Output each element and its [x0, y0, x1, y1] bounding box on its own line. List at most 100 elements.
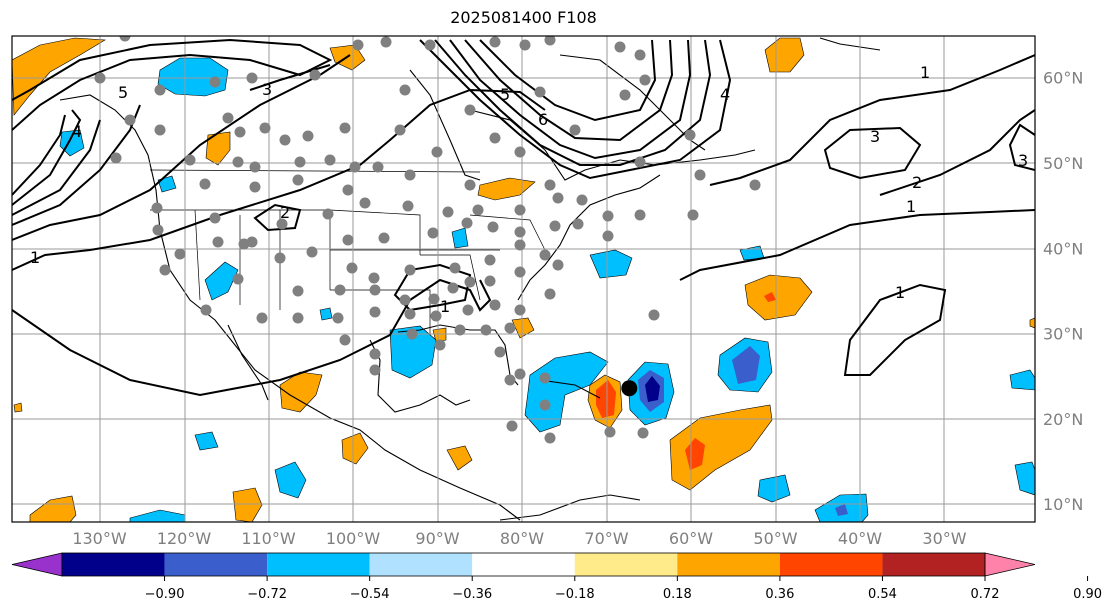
- station-dot: [514, 204, 526, 216]
- colorbar-outline: [61, 552, 986, 577]
- lon-label: 110°W: [241, 529, 296, 548]
- station-dot: [604, 426, 616, 438]
- svg-text:5: 5: [118, 83, 128, 102]
- lon-label: 120°W: [157, 529, 212, 548]
- station-dot: [404, 308, 416, 320]
- station-dot: [302, 130, 314, 142]
- station-dot: [309, 69, 321, 81]
- station-dot: [637, 427, 649, 439]
- station-dot: [614, 41, 626, 53]
- colorbar-segment: [369, 553, 473, 576]
- lon-label: 80°W: [500, 529, 544, 548]
- station-dot: [602, 210, 614, 222]
- station-dot: [639, 74, 651, 86]
- colorbar: −0.90 −0.72 −0.54 −0.36 −0.18 0.18 0.36 0.54 0.7…: [11, 552, 1102, 602]
- svg-text:1: 1: [920, 63, 930, 82]
- station-dot: [749, 179, 761, 191]
- longitude-labels: 130°W 120°W 110°W 100°W 90°W 80°W 70°W 60°W 50°W…: [72, 529, 966, 548]
- station-dot: [514, 146, 526, 158]
- station-dot: [151, 202, 163, 214]
- station-dot: [431, 146, 443, 158]
- colorbar-tick-label: 0.90: [1073, 587, 1102, 602]
- colorbar-tick-label: 0.18: [663, 587, 692, 602]
- station-dot: [427, 227, 439, 239]
- station-dot: [276, 218, 288, 230]
- station-dot: [602, 230, 614, 242]
- station-dot: [342, 234, 354, 246]
- colorbar-extend-low: [11, 552, 63, 577]
- station-dot: [279, 134, 291, 146]
- station-dot: [404, 169, 416, 181]
- station-dot: [461, 217, 473, 229]
- station-dot: [246, 236, 258, 248]
- map-title: 2025081400 F108: [450, 8, 597, 27]
- station-dot: [572, 218, 584, 230]
- colorbar-extend-high: [984, 552, 1036, 577]
- station-dot: [484, 275, 496, 287]
- lat-label: 50°N: [1043, 154, 1083, 173]
- station-dot: [489, 299, 501, 311]
- station-dot: [159, 264, 171, 276]
- station-dot: [399, 84, 411, 96]
- svg-text:3: 3: [262, 80, 272, 99]
- station-dot: [339, 122, 351, 134]
- station-dot: [292, 312, 304, 324]
- station-dot: [619, 89, 631, 101]
- colorbar-segment: [882, 553, 985, 576]
- station-dot: [222, 112, 234, 124]
- station-dot: [249, 181, 261, 193]
- station-dot: [346, 262, 358, 274]
- station-dot: [487, 221, 499, 233]
- lat-label: 40°N: [1043, 239, 1083, 258]
- station-dot: [684, 129, 696, 141]
- svg-text:4: 4: [720, 85, 730, 104]
- station-dot: [549, 220, 561, 232]
- station-dot: [472, 204, 484, 216]
- station-dot: [352, 39, 364, 51]
- station-dot: [687, 209, 699, 221]
- station-dot: [256, 312, 268, 324]
- station-dot: [212, 236, 224, 248]
- contour-labels: 1 1 1 1 1 2 2 3 3 3 4 4 5 5 6: [30, 63, 1028, 316]
- station-dot: [209, 76, 221, 88]
- station-dot: [369, 348, 381, 360]
- station-dot: [576, 194, 588, 206]
- station-dot: [369, 284, 381, 296]
- station-dot: [539, 249, 551, 261]
- station-dot: [514, 226, 526, 238]
- lon-label: 70°W: [584, 529, 628, 548]
- colorbar-tick-label: 0.54: [868, 587, 897, 602]
- colorbar-segment: [574, 553, 678, 576]
- svg-text:1: 1: [895, 283, 905, 302]
- station-dot: [464, 179, 476, 191]
- colorbar-tick-label: 0.72: [971, 587, 1000, 602]
- station-dot: [519, 39, 531, 51]
- station-dot: [514, 368, 526, 380]
- station-dot: [544, 288, 556, 300]
- station-dot: [504, 322, 516, 334]
- map-background: [12, 36, 1035, 522]
- svg-text:4: 4: [72, 122, 82, 141]
- lat-label: 30°N: [1043, 325, 1083, 344]
- colorbar-segment: [779, 553, 883, 576]
- station-dot: [694, 169, 706, 181]
- station-dot: [424, 39, 436, 51]
- colorbar-tick-label: −0.54: [350, 587, 390, 602]
- station-dot: [534, 86, 546, 98]
- station-dot: [480, 324, 492, 336]
- station-dot: [322, 208, 334, 220]
- coastlines: [59, 37, 881, 521]
- colorbar-tick-label: −0.72: [247, 587, 287, 602]
- station-dot: [494, 346, 506, 358]
- station-dot: [539, 372, 551, 384]
- station-dot: [349, 161, 361, 173]
- station-dot: [200, 304, 212, 316]
- station-dot: [369, 364, 381, 376]
- station-dot: [404, 264, 416, 276]
- colorbar-segment: [677, 553, 780, 576]
- lat-label: 20°N: [1043, 410, 1083, 429]
- station-dot: [544, 179, 556, 191]
- station-dot: [292, 174, 304, 186]
- station-dot: [442, 206, 454, 218]
- station-dot: [154, 84, 166, 96]
